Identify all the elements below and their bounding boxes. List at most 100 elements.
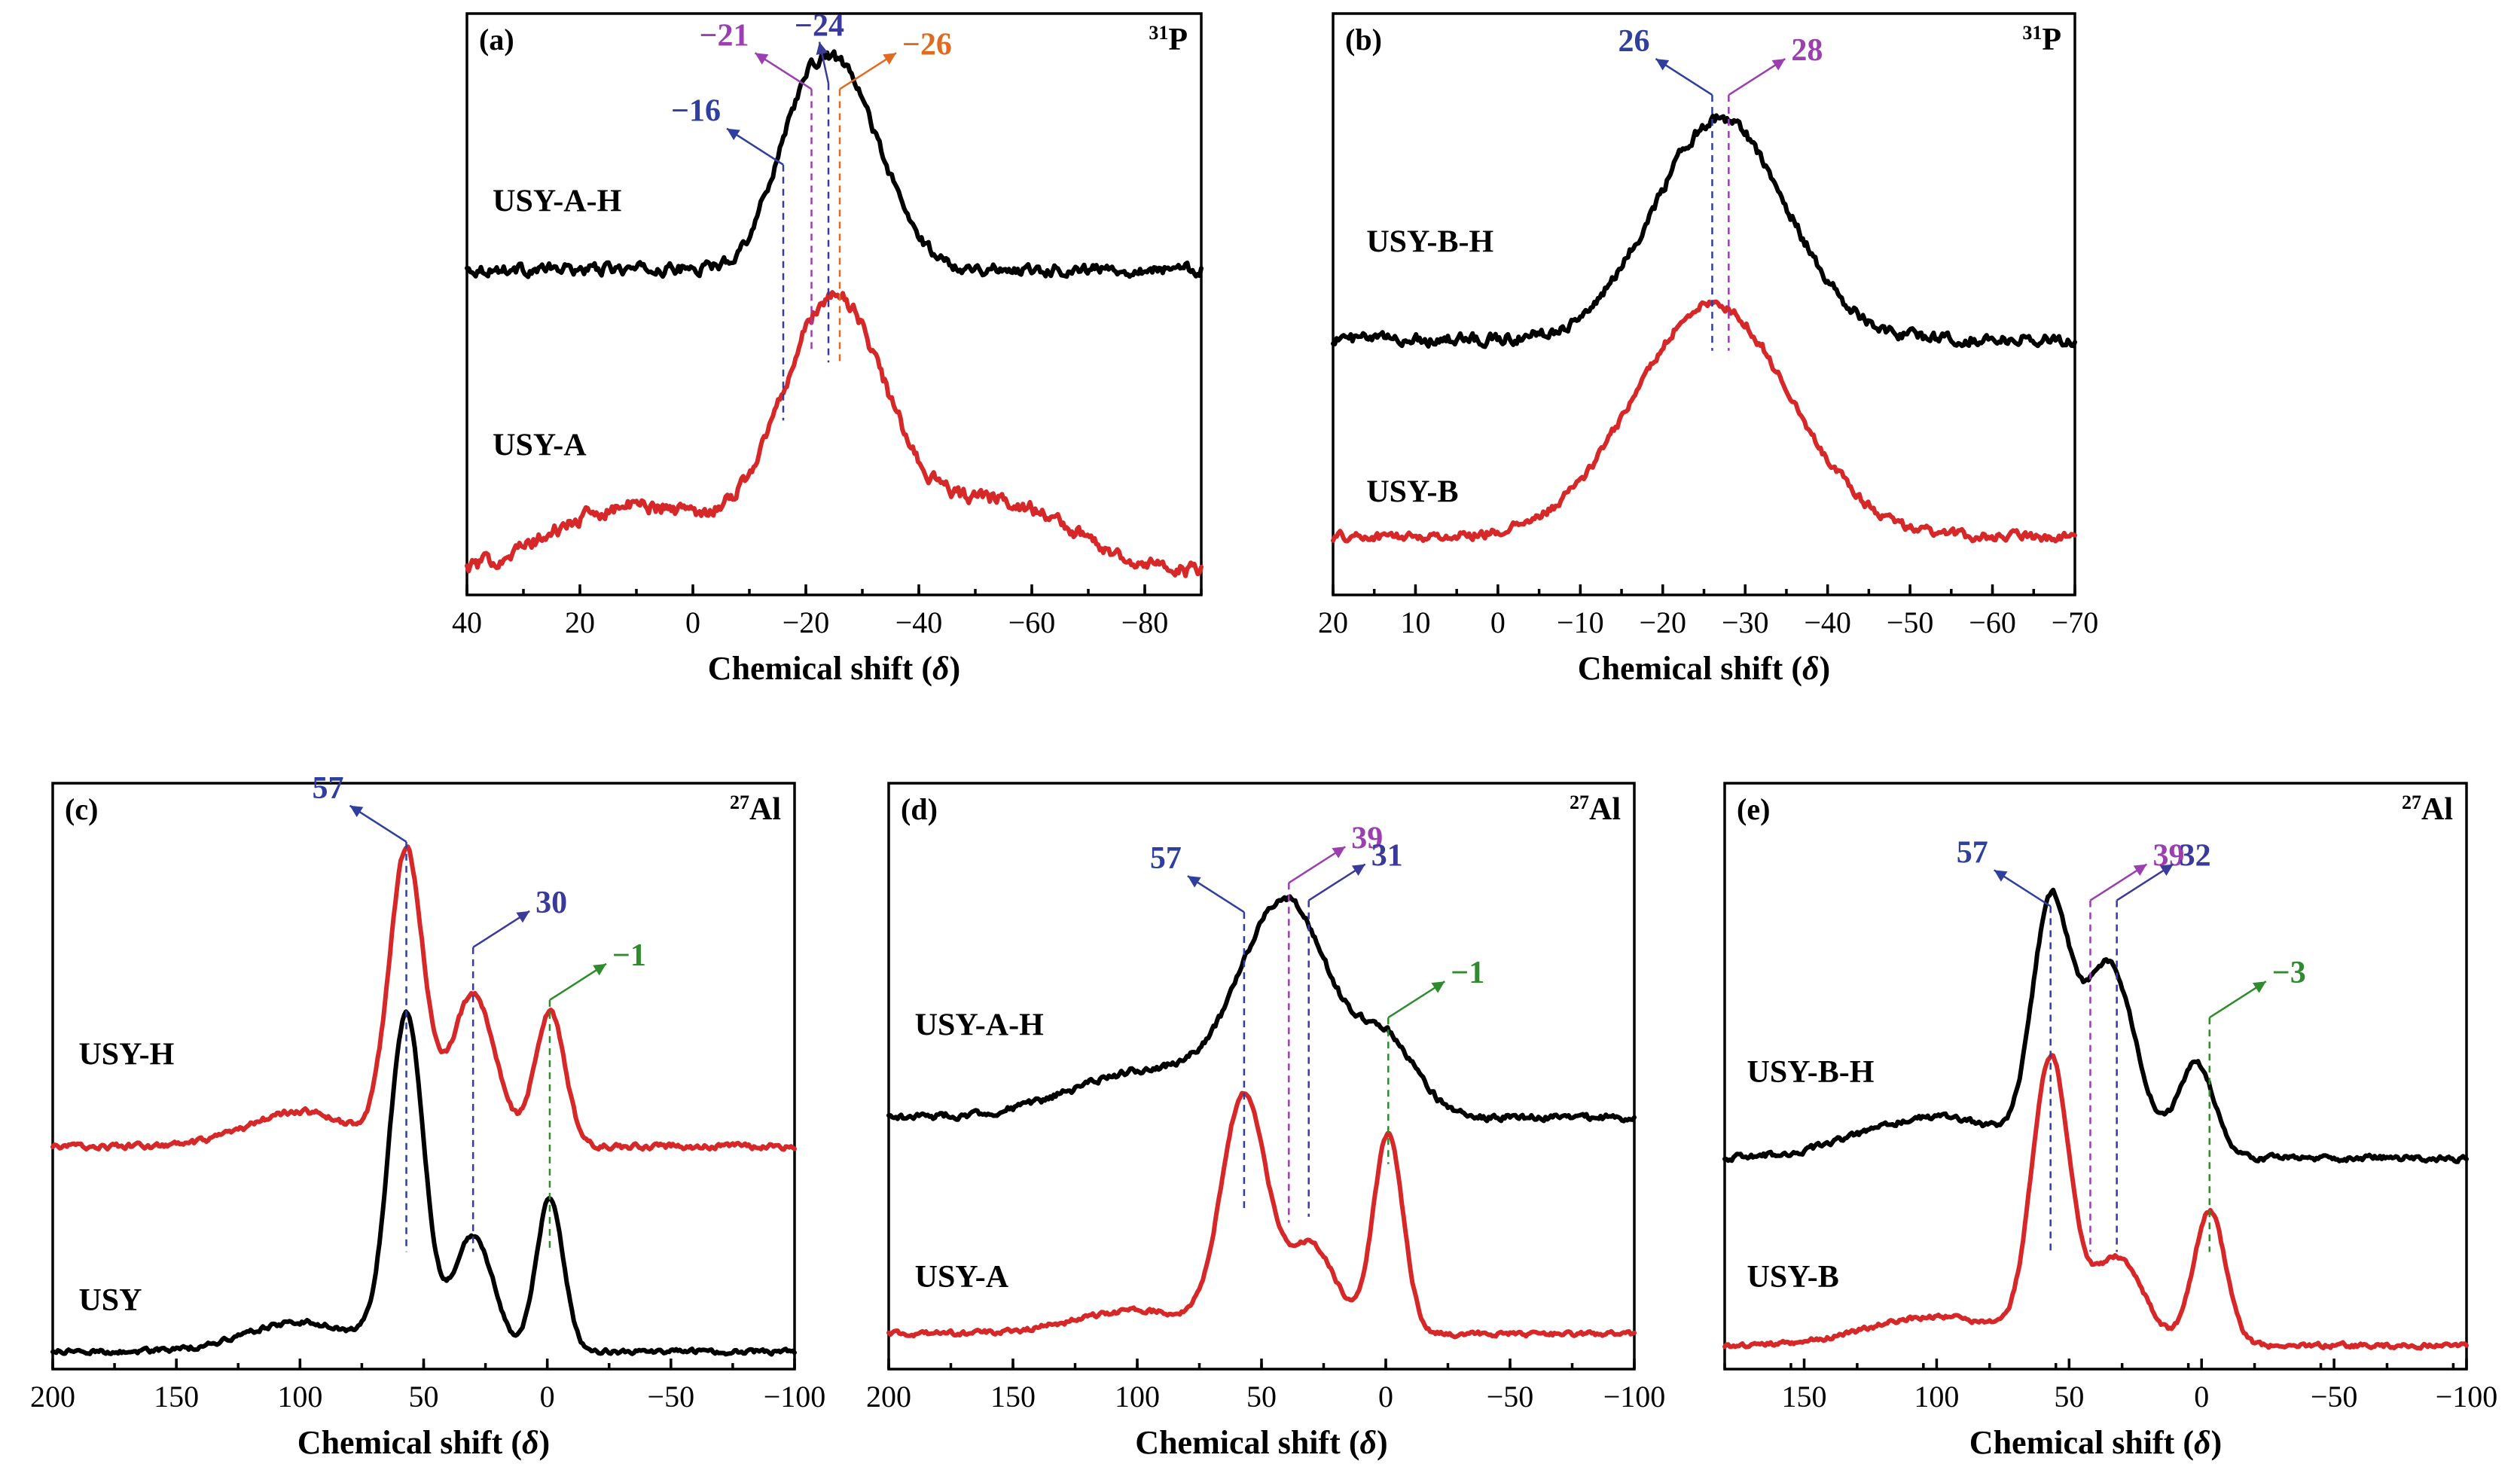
nucleus-label: 31P [2022, 22, 2061, 57]
peak-value-label: 28 [1791, 33, 1823, 68]
plot-frame [465, 12, 1203, 596]
arrow-head [349, 805, 364, 818]
series-trace-usy-a-h [886, 894, 1637, 1124]
x-tick-label: −100 [2436, 1380, 2498, 1414]
x-tick-label: −50 [1487, 1380, 1534, 1414]
nucleus-label: 27Al [730, 791, 781, 827]
nucleus-label: 31P [1149, 22, 1188, 57]
peak-value-label: 57 [313, 771, 344, 806]
peak-value-label: 57 [1150, 841, 1182, 876]
peak-value-label: 57 [1957, 835, 1988, 870]
arrow-head [2133, 864, 2147, 876]
peak-value-label: −21 [700, 18, 749, 53]
x-tick-label: −80 [1121, 605, 1169, 639]
x-tick-label: −100 [764, 1380, 826, 1414]
peak-value-label: 30 [535, 886, 567, 920]
panel-e: 150 100 50 0 −50 −100 Chemical shift (δ) (e) 27A… [1722, 782, 2498, 1461]
x-tick-label: 40 [452, 605, 482, 639]
x-tick-label: 0 [2194, 1380, 2209, 1414]
series-label: USY-H [78, 1037, 174, 1072]
panel-d: 200 150 100 50 0 −50 −100 Chemical shift (δ) (d)… [866, 782, 1666, 1461]
peak-value-label: −16 [671, 94, 721, 129]
nucleus-label: 27Al [1570, 791, 1621, 827]
x-tick-label: −20 [1639, 605, 1686, 639]
peak-value-label: −3 [2272, 956, 2306, 990]
series-label: USY-B [1747, 1260, 1839, 1295]
peak-value-label: −26 [902, 27, 952, 62]
arrow-head [2252, 981, 2266, 993]
x-tick-label: −40 [895, 605, 943, 639]
nucleus-label: 27Al [2402, 791, 2453, 827]
x-tick-label: 150 [1782, 1380, 1827, 1414]
panel-label: (e) [1737, 792, 1770, 826]
series-trace-usy-b [1331, 299, 2077, 544]
x-axis-label: Chemical shift (δ) [708, 650, 960, 687]
arrow-head [593, 963, 606, 976]
series-trace-usy-b [1722, 1053, 2469, 1351]
x-tick-label: 0 [1378, 1380, 1393, 1414]
arrow-head [883, 53, 896, 65]
panel-label: (b) [1345, 23, 1382, 56]
x-axis-label: Chemical shift (δ) [297, 1424, 550, 1461]
series-label: USY-B-H [1747, 1055, 1875, 1090]
x-tick-label: −30 [1722, 605, 1769, 639]
x-tick-label: 100 [1115, 1380, 1160, 1414]
x-tick-label: 150 [154, 1380, 199, 1414]
arrow-head [727, 128, 740, 141]
peak-value-label: 32 [2180, 839, 2211, 874]
x-tick-label: 10 [1400, 605, 1430, 639]
x-tick-label: −100 [1603, 1380, 1666, 1414]
peak-value-label: −1 [612, 938, 646, 973]
panel-label: (c) [65, 792, 98, 826]
arrow-head [1332, 846, 1346, 859]
series-label: USY-A-H [915, 1008, 1044, 1043]
x-tick-label: −50 [648, 1380, 695, 1414]
series-trace-usy-a-h [465, 49, 1204, 279]
x-tick-label: 150 [990, 1380, 1036, 1414]
series-trace-usy-b-h [1722, 887, 2469, 1164]
peak-value-label: −1 [1451, 956, 1484, 990]
series-trace-usy [50, 1009, 797, 1357]
peak-value-label: 39 [1351, 821, 1383, 855]
arrow-head [1187, 876, 1201, 888]
arrow-head [1771, 59, 1786, 71]
x-tick-label: −60 [1969, 605, 2016, 639]
arrow-head [816, 41, 828, 55]
x-tick-label: 50 [409, 1380, 439, 1414]
arrow-head [1994, 870, 2008, 882]
x-tick-label: 0 [540, 1380, 555, 1414]
x-tick-label: −70 [2052, 605, 2099, 639]
arrow-head [1431, 981, 1445, 993]
panel-label: (a) [479, 23, 514, 56]
x-tick-label: 200 [866, 1380, 911, 1414]
panel-c: 200 150 100 50 0 −50 −100 Chemical shift (δ) (c)… [30, 771, 825, 1461]
x-tick-label: 20 [1318, 605, 1348, 639]
x-tick-label: −60 [1008, 605, 1056, 639]
x-tick-label: 0 [1490, 605, 1506, 639]
plot-frame [1723, 782, 2468, 1371]
series-label: USY-A-H [493, 184, 621, 218]
peak-value-label: 31 [1371, 839, 1403, 874]
x-axis-label: Chemical shift (δ) [1578, 650, 1830, 687]
x-tick-label: −40 [1804, 605, 1851, 639]
x-tick-label: −20 [783, 605, 830, 639]
x-tick-label: 50 [2054, 1380, 2084, 1414]
arrow-head [2159, 864, 2174, 876]
peak-value-label: −24 [795, 9, 844, 44]
arrow-head [1655, 59, 1670, 71]
x-tick-label: 100 [277, 1380, 322, 1414]
series-trace-usy-h [50, 844, 797, 1152]
panel-label: (d) [901, 792, 938, 826]
plot-frame [51, 782, 796, 1371]
x-axis-label: Chemical shift (δ) [1135, 1424, 1387, 1461]
x-tick-label: −10 [1557, 605, 1604, 639]
arrow-head [755, 53, 769, 65]
x-tick-label: 20 [565, 605, 595, 639]
x-axis-label: Chemical shift (δ) [1969, 1424, 2222, 1461]
x-tick-label: −50 [1887, 605, 1934, 639]
series-trace-usy-b-h [1331, 113, 2077, 349]
arrow-head [1351, 864, 1365, 876]
panel-b: 20 10 0 −10 −20 −30 −40 −50 −60 −70 Chemical shift… [1318, 12, 2099, 687]
x-tick-label: 100 [1914, 1380, 1959, 1414]
series-label: USY [78, 1283, 142, 1318]
